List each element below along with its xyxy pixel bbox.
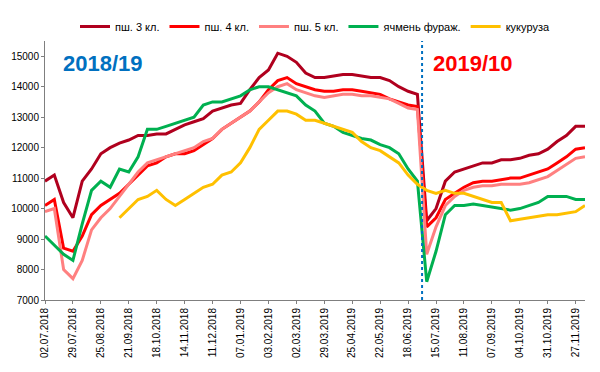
svg-text:пш. 4 кл.: пш. 4 кл. — [204, 21, 248, 33]
svg-text:9000: 9000 — [17, 234, 40, 245]
svg-text:29.03.2019: 29.03.2019 — [319, 308, 330, 358]
svg-text:8000: 8000 — [17, 264, 40, 275]
svg-text:22.05.2019: 22.05.2019 — [374, 308, 385, 358]
svg-text:02.07.2018: 02.07.2018 — [39, 308, 50, 358]
svg-text:14.11.2018: 14.11.2018 — [179, 308, 190, 358]
svg-text:2019/10: 2019/10 — [433, 51, 513, 76]
svg-text:27.11.2019: 27.11.2019 — [570, 308, 581, 358]
svg-text:кукуруза: кукуруза — [506, 21, 550, 33]
svg-text:15000: 15000 — [11, 51, 39, 62]
svg-text:21.09.2018: 21.09.2018 — [123, 308, 134, 358]
svg-text:11.12.2018: 11.12.2018 — [207, 308, 218, 358]
svg-text:пш. 3 кл.: пш. 3 кл. — [115, 21, 159, 33]
svg-text:13000: 13000 — [11, 112, 39, 123]
svg-text:29.07.2018: 29.07.2018 — [67, 308, 78, 358]
svg-text:18.06.2019: 18.06.2019 — [402, 308, 413, 358]
svg-text:11.08.2019: 11.08.2019 — [458, 308, 469, 358]
svg-text:12000: 12000 — [11, 142, 39, 153]
svg-text:15.07.2019: 15.07.2019 — [430, 308, 441, 358]
svg-text:07.09.2019: 07.09.2019 — [486, 308, 497, 358]
svg-text:04.10.2019: 04.10.2019 — [514, 308, 525, 358]
svg-text:10000: 10000 — [11, 203, 39, 214]
svg-text:ячмень фураж.: ячмень фураж. — [383, 21, 460, 33]
svg-text:02.03.2019: 02.03.2019 — [291, 308, 302, 358]
svg-text:31.10.2019: 31.10.2019 — [542, 308, 553, 358]
svg-text:18.10.2018: 18.10.2018 — [151, 308, 162, 358]
svg-text:11000: 11000 — [12, 173, 40, 184]
svg-text:7000: 7000 — [17, 295, 40, 306]
svg-text:пш. 5 кл.: пш. 5 кл. — [294, 21, 338, 33]
svg-text:25.08.2018: 25.08.2018 — [95, 308, 106, 358]
svg-text:2018/19: 2018/19 — [63, 51, 143, 76]
svg-text:07.01.2019: 07.01.2019 — [235, 308, 246, 358]
svg-text:03.02.2019: 03.02.2019 — [263, 308, 274, 358]
svg-text:14000: 14000 — [11, 81, 39, 92]
svg-text:25.04.2019: 25.04.2019 — [346, 308, 357, 358]
